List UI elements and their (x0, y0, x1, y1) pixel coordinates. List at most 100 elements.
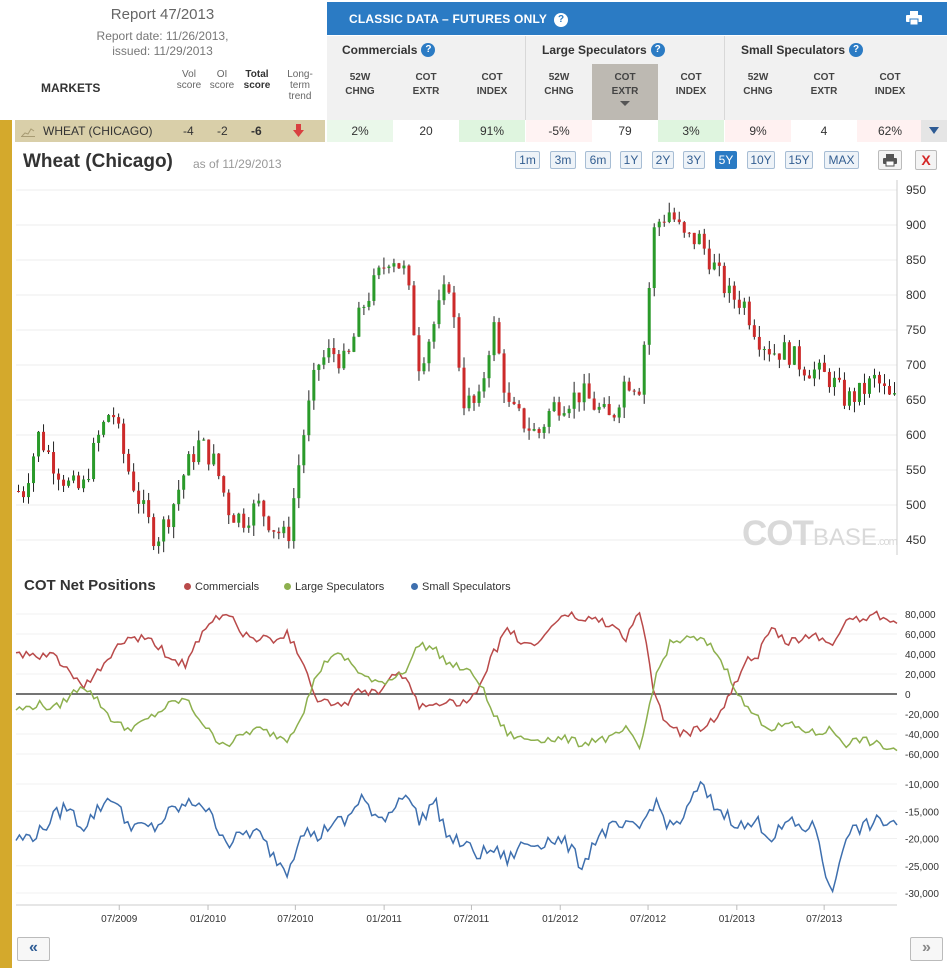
price-candle (387, 266, 391, 269)
price-candle (802, 369, 806, 376)
value-cell: 62% (857, 120, 923, 142)
next-market-button[interactable]: » (910, 937, 943, 961)
price-candle (482, 378, 486, 392)
price-candle (547, 411, 551, 427)
help-icon[interactable]: ? (554, 13, 568, 27)
price-candle (317, 364, 321, 370)
price-candle (252, 503, 256, 526)
price-candle (202, 439, 206, 441)
price-candle (397, 263, 401, 269)
sub-cot-index[interactable]: COT INDEX (675, 72, 707, 97)
previous-market-button[interactable]: « (17, 937, 50, 961)
sub-cot-extr[interactable]: COT EXTR (810, 72, 838, 97)
price-tick-label: 950 (906, 183, 926, 197)
price-candle (137, 490, 141, 504)
x-tick-label: 01/2010 (190, 914, 227, 925)
price-candle (527, 428, 531, 431)
chevron-down-icon (929, 127, 939, 134)
price-candle (557, 402, 561, 416)
sub-cot-index[interactable]: COT INDEX (874, 72, 906, 97)
price-tick-label: 500 (906, 498, 926, 512)
price-candle (677, 219, 681, 223)
price-candle (37, 431, 41, 457)
price-candle (812, 369, 816, 379)
price-candle (82, 479, 86, 489)
price-candle (507, 392, 511, 402)
price-candle (722, 265, 726, 294)
range-button-6m[interactable]: 6m (585, 151, 611, 169)
legend-large-speculators[interactable]: Large Speculators (284, 581, 384, 593)
sub-52w-chng[interactable]: 52W CHNG (544, 72, 574, 97)
range-button-1y[interactable]: 1Y (620, 151, 642, 169)
x-tick-label: 07/2010 (277, 914, 314, 925)
cot-tick-label: 40,000 (905, 650, 936, 661)
column-groups: Commercials? Large Speculators? Small Sp… (327, 36, 947, 120)
price-candle (27, 483, 31, 498)
legend-commercials[interactable]: Commercials (184, 581, 259, 593)
price-candle (652, 227, 656, 289)
sub-cot-extr[interactable]: COT EXTR (611, 72, 639, 97)
sub-52w-chng[interactable]: 52W CHNG (743, 72, 773, 97)
price-candle (112, 415, 116, 418)
sub-cot-index[interactable]: COT INDEX (476, 72, 508, 97)
help-icon[interactable]: ? (650, 42, 665, 57)
price-candle (597, 406, 601, 410)
price-candle (122, 423, 126, 454)
price-candle (762, 349, 766, 351)
price-tick-label: 550 (906, 463, 926, 477)
price-candle (852, 391, 856, 402)
price-candle (712, 262, 716, 270)
market-name[interactable]: WHEAT (CHICAGO) (43, 124, 153, 138)
commercials-line (15, 610, 898, 738)
price-candle (197, 440, 201, 463)
close-chart-button[interactable]: X (915, 150, 937, 170)
price-candle (837, 377, 841, 380)
range-button-max[interactable]: MAX (824, 151, 859, 169)
total-score-header: Total score (243, 69, 271, 91)
price-candle (617, 407, 621, 418)
range-button-2y[interactable]: 2Y (652, 151, 674, 169)
range-button-15y[interactable]: 15Y (785, 151, 813, 169)
legend-small-speculators[interactable]: Small Speculators (411, 581, 511, 593)
sorted-column-highlight (592, 64, 658, 120)
price-candle (467, 395, 471, 409)
market-row[interactable]: WHEAT (CHICAGO) -4 -2 -6 (15, 120, 325, 142)
sub-52w-chng[interactable]: 52W CHNG (345, 72, 375, 97)
price-candle (437, 300, 441, 325)
range-button-3m[interactable]: 3m (550, 151, 576, 169)
price-candle (212, 453, 216, 465)
price-candle (667, 212, 671, 222)
x-tick-label: 07/2013 (806, 914, 843, 925)
price-candle (822, 362, 826, 372)
expand-row-button[interactable] (921, 120, 947, 142)
price-candle (42, 431, 46, 451)
range-button-3y[interactable]: 3Y (683, 151, 705, 169)
range-button-1m[interactable]: 1m (515, 151, 540, 169)
price-candle (132, 471, 136, 491)
help-icon[interactable]: ? (849, 42, 864, 57)
range-button-10y[interactable]: 10Y (747, 151, 775, 169)
x-tick-label: 01/2011 (366, 914, 402, 925)
price-candle (807, 375, 811, 379)
print-icon[interactable] (906, 11, 922, 25)
price-candle (352, 336, 356, 352)
price-candle (567, 408, 571, 414)
price-candle (392, 263, 396, 267)
cot-tick-label: 20,000 (905, 670, 936, 681)
help-icon[interactable]: ? (421, 42, 436, 57)
price-candle (382, 267, 386, 269)
price-candle (862, 382, 866, 394)
market-accent-strip (0, 120, 12, 968)
price-candle (402, 265, 406, 269)
price-candle (817, 362, 821, 370)
report-header: Report 47/2013 Report date: 11/26/2013, … (0, 0, 325, 120)
sub-cot-extr[interactable]: COT EXTR (412, 72, 440, 97)
x-tick-label: 07/2009 (101, 914, 138, 925)
print-chart-button[interactable] (878, 150, 902, 170)
price-candle (172, 504, 176, 528)
price-candle (427, 341, 431, 364)
price-candle (842, 379, 846, 406)
range-button-5y[interactable]: 5Y (715, 151, 737, 169)
legend-dot (411, 583, 418, 590)
price-candle (687, 232, 691, 234)
